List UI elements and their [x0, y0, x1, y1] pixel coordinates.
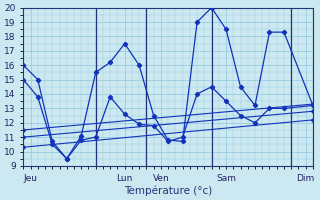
X-axis label: Température (°c): Température (°c) — [124, 185, 212, 196]
